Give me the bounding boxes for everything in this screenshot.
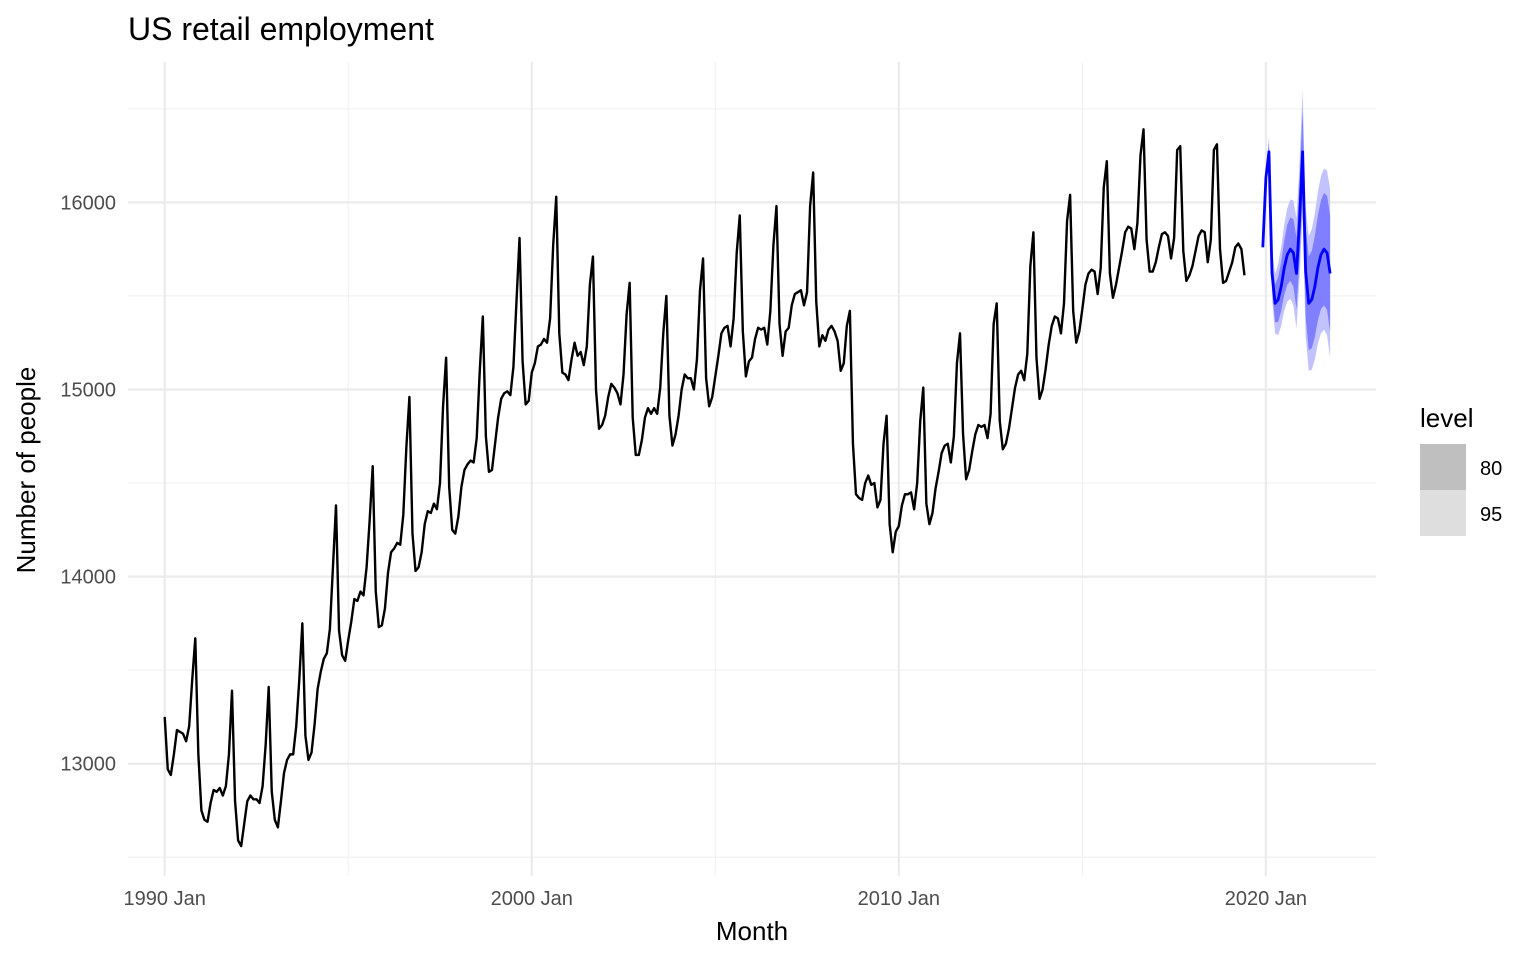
x-axis-title: Month <box>716 916 788 946</box>
x-axis-ticks: 1990 Jan 2000 Jan 2010 Jan 2020 Jan <box>124 888 1307 910</box>
y-tick-label: 13000 <box>60 754 116 776</box>
y-tick-label: 14000 <box>60 567 116 589</box>
legend-key-80 <box>1420 444 1466 490</box>
legend-label-80: 80 <box>1480 458 1502 480</box>
legend-label-95: 95 <box>1480 504 1502 526</box>
legend: level 80 95 <box>1420 403 1502 536</box>
x-tick-label: 2010 Jan <box>858 888 940 910</box>
forecast-line <box>1261 150 1332 305</box>
x-tick-label: 2000 Jan <box>491 888 573 910</box>
x-tick-label: 2020 Jan <box>1225 888 1307 910</box>
grid-minor <box>128 62 1376 876</box>
series-lines <box>163 128 1332 848</box>
y-tick-label: 15000 <box>60 379 116 401</box>
legend-keys: 80 95 <box>1420 444 1502 536</box>
grid-major <box>128 62 1376 876</box>
legend-title: level <box>1420 403 1473 433</box>
x-tick-label: 1990 Jan <box>124 888 206 910</box>
y-axis-title: Number of people <box>11 367 41 574</box>
observed-line <box>163 128 1246 848</box>
chart-title: US retail employment <box>128 11 434 47</box>
y-axis-ticks: 13000 14000 15000 16000 <box>60 192 116 775</box>
y-tick-label: 16000 <box>60 192 116 214</box>
prediction-intervals <box>1262 90 1331 371</box>
legend-key-95 <box>1420 490 1466 536</box>
